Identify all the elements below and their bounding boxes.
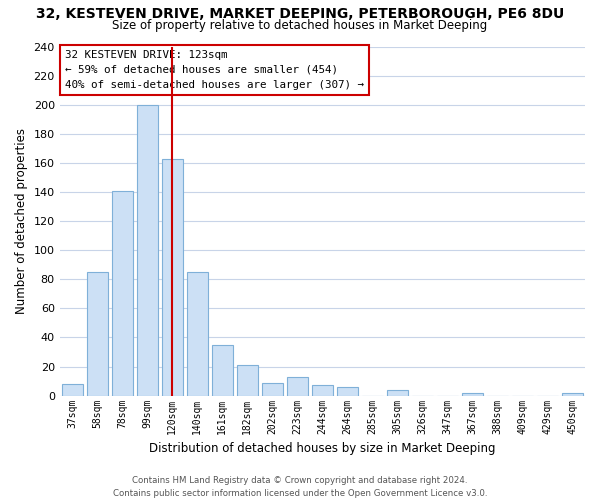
Bar	[262, 382, 283, 396]
Bar	[236, 365, 258, 396]
Bar	[112, 190, 133, 396]
Bar	[337, 387, 358, 396]
Bar	[287, 376, 308, 396]
Bar	[86, 272, 108, 396]
Bar	[462, 392, 483, 396]
X-axis label: Distribution of detached houses by size in Market Deeping: Distribution of detached houses by size …	[149, 442, 496, 455]
Bar	[312, 386, 333, 396]
Bar	[387, 390, 408, 396]
Text: Size of property relative to detached houses in Market Deeping: Size of property relative to detached ho…	[112, 18, 488, 32]
Bar	[161, 158, 183, 396]
Text: 32 KESTEVEN DRIVE: 123sqm
← 59% of detached houses are smaller (454)
40% of semi: 32 KESTEVEN DRIVE: 123sqm ← 59% of detac…	[65, 50, 364, 90]
Bar	[187, 272, 208, 396]
Bar	[62, 384, 83, 396]
Text: 32, KESTEVEN DRIVE, MARKET DEEPING, PETERBOROUGH, PE6 8DU: 32, KESTEVEN DRIVE, MARKET DEEPING, PETE…	[36, 8, 564, 22]
Bar	[212, 344, 233, 396]
Bar	[562, 392, 583, 396]
Text: Contains HM Land Registry data © Crown copyright and database right 2024.
Contai: Contains HM Land Registry data © Crown c…	[113, 476, 487, 498]
Bar	[137, 104, 158, 396]
Y-axis label: Number of detached properties: Number of detached properties	[15, 128, 28, 314]
